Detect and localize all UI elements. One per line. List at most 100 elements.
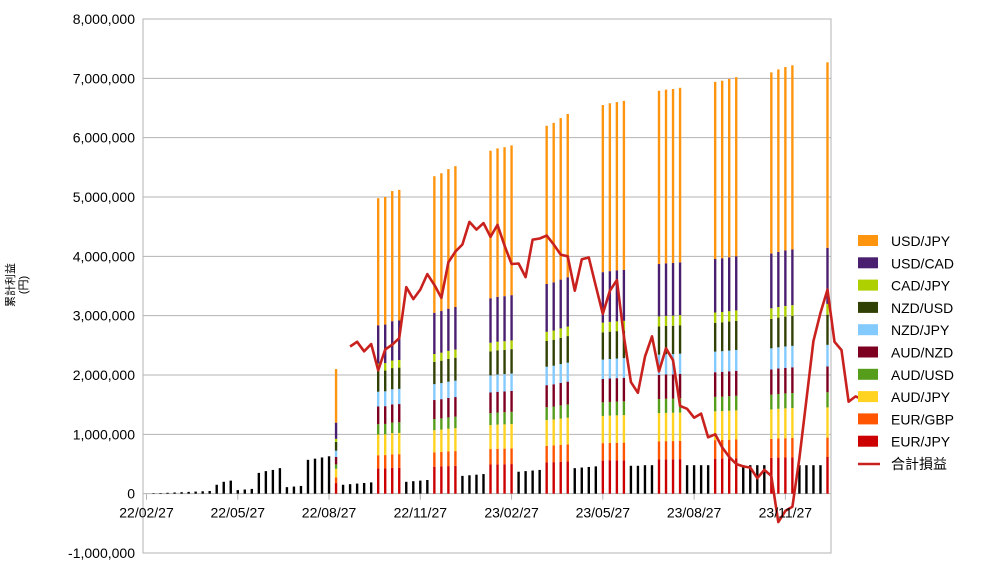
legend-label: USD/CAD <box>891 255 954 271</box>
bar-segment <box>678 459 682 494</box>
bar-segment <box>489 342 492 352</box>
bar-segment <box>545 385 548 408</box>
bar-segment <box>622 377 626 402</box>
bar-segment <box>720 396 724 412</box>
bar-segment <box>201 491 204 494</box>
bar-segment <box>615 358 619 379</box>
bar-segment <box>454 397 457 417</box>
bar-segment <box>664 263 668 316</box>
bar-segment <box>398 432 401 455</box>
axis-layer: -1,000,000 0 1,000,000 2,000,000 3,000,000 4,… <box>68 11 812 561</box>
bar-segment <box>720 258 724 312</box>
bar-segment <box>791 392 794 408</box>
bar-segment <box>664 354 668 375</box>
bar-segment <box>770 394 773 410</box>
legend-swatch <box>858 346 878 358</box>
bar-segment <box>489 150 492 299</box>
bar-segment <box>384 423 387 435</box>
bar-segment <box>664 441 668 460</box>
bar-segment <box>671 459 675 494</box>
bar-segment <box>664 412 668 442</box>
bar-segment <box>489 375 492 393</box>
bar-segment <box>728 311 731 322</box>
bar-segment <box>735 410 738 440</box>
bar-segment <box>713 440 717 459</box>
legend-label: EUR/JPY <box>891 434 951 450</box>
y-tick-label: 7,000,000 <box>73 70 135 86</box>
bar-segment <box>376 198 380 326</box>
bar-segment <box>355 483 359 494</box>
bar-segment <box>503 412 506 425</box>
legend-label: CAD/JPY <box>891 278 951 294</box>
bar-segment <box>657 316 661 327</box>
bar-segment <box>622 442 626 461</box>
bar-segment <box>728 78 731 258</box>
bar-segment <box>735 256 738 311</box>
bar-segment <box>791 315 794 346</box>
bar-segment <box>559 418 562 445</box>
bar-segment <box>791 367 794 393</box>
bar-segment <box>398 467 401 494</box>
bar-segment <box>770 369 773 395</box>
bar-segment <box>713 458 717 494</box>
bar-segment <box>601 379 605 403</box>
bar-segment <box>517 471 520 494</box>
bar-segment <box>566 417 569 445</box>
bar-segment <box>285 487 289 494</box>
y-axis-title-line: 累計利益 <box>3 263 17 307</box>
bar-segment <box>784 367 787 394</box>
bar-segment <box>447 417 450 429</box>
bar-segment <box>376 371 380 392</box>
bar-segment <box>384 455 387 469</box>
bar-segment <box>608 401 612 416</box>
bar-segment <box>180 492 183 494</box>
bar-segment <box>334 369 338 423</box>
bar-segment <box>678 315 682 326</box>
bar-segment <box>447 428 450 452</box>
bar-segment <box>496 424 499 449</box>
y-tick-label: -1,000,000 <box>68 545 135 561</box>
bar-segment <box>664 459 668 494</box>
bar-segment <box>503 448 506 465</box>
bar-segment <box>784 67 787 251</box>
bar-segment <box>559 337 562 365</box>
bar-segment <box>545 366 548 386</box>
bar-segment <box>559 444 562 462</box>
legend-swatch <box>858 301 878 313</box>
bar-segment <box>433 361 436 385</box>
bar-segment <box>671 89 675 264</box>
x-tick-label: 23/02/27 <box>484 505 539 521</box>
bar-segment <box>601 443 605 461</box>
bar-segment <box>650 465 654 494</box>
bar-segment <box>566 277 569 327</box>
bar-segment <box>791 249 794 306</box>
bar-segment <box>440 429 443 453</box>
bar-segment <box>713 81 717 259</box>
bar-segment <box>454 451 457 466</box>
bar-segment <box>559 118 562 280</box>
bar-segment <box>798 465 801 494</box>
bar-segment <box>728 350 731 372</box>
bar-segment <box>826 407 829 438</box>
legend-swatch <box>858 413 878 425</box>
bar-segment <box>720 311 724 323</box>
bar-segment <box>510 145 513 296</box>
bar-segment <box>671 398 675 413</box>
bar-segment <box>489 413 492 426</box>
bar-segment <box>489 392 492 414</box>
bar-segment <box>545 283 548 332</box>
bar-segment <box>559 279 562 329</box>
bar-segment <box>559 382 562 406</box>
bar-segment <box>391 191 394 322</box>
bar-segment <box>735 310 738 321</box>
bar-segment <box>615 442 619 461</box>
bar-segment <box>601 402 605 416</box>
bar-segment <box>826 392 829 408</box>
bar-segment <box>376 391 380 407</box>
bar-segment <box>552 339 555 366</box>
bar-segment <box>208 490 211 494</box>
x-tick-label: 22/02/27 <box>119 505 174 521</box>
bar-segment <box>566 113 569 278</box>
bar-segment <box>643 465 647 494</box>
bar-segment <box>384 391 387 407</box>
